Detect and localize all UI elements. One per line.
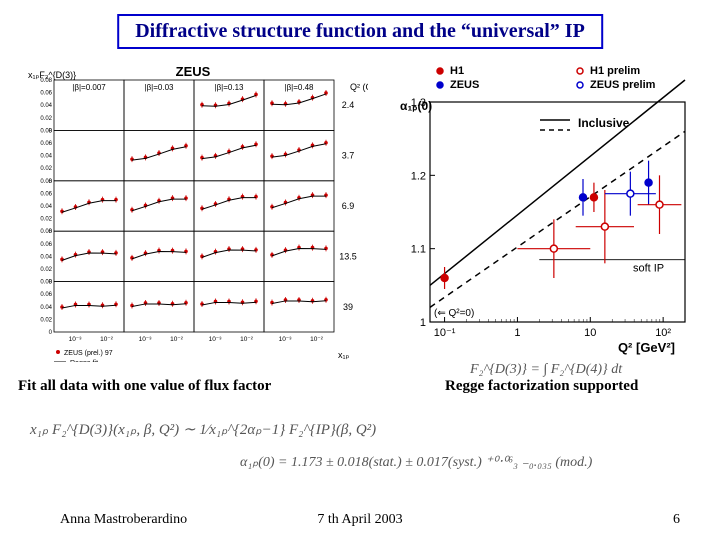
svg-text:0.04: 0.04	[40, 254, 52, 260]
equation-integral: F₂^{D(3)} = ∫ F₂^{D(4)} dt	[470, 362, 622, 378]
svg-text:0.02: 0.02	[40, 317, 52, 323]
svg-text:(⇐ Q²=0): (⇐ Q²=0)	[434, 308, 474, 319]
svg-text:0.06: 0.06	[40, 292, 52, 298]
svg-text:0.08: 0.08	[40, 128, 52, 134]
svg-text:0.02: 0.02	[40, 267, 52, 273]
svg-text:Regge fit: Regge fit	[70, 360, 98, 362]
svg-text:|β|=0.03: |β|=0.03	[145, 83, 175, 92]
svg-text:1: 1	[420, 317, 426, 329]
svg-text:|β|=0.007: |β|=0.007	[72, 83, 106, 92]
equation-alpha: α₁ₚ(0) = 1.173 ± 0.018(stat.) ± 0.017(sy…	[240, 454, 592, 471]
svg-text:0.04: 0.04	[40, 305, 52, 311]
svg-text:0: 0	[49, 330, 53, 336]
svg-text:2.4: 2.4	[342, 100, 355, 110]
svg-text:0.06: 0.06	[40, 141, 52, 147]
svg-text:0.08: 0.08	[40, 78, 52, 84]
svg-text:0.08: 0.08	[40, 280, 52, 286]
svg-text:39: 39	[343, 302, 353, 312]
footer-date: 7 th April 2003	[317, 512, 402, 528]
svg-text:10⁻²: 10⁻²	[100, 336, 114, 343]
svg-text:Q² [GeV²]: Q² [GeV²]	[618, 340, 675, 355]
svg-text:10⁻¹: 10⁻¹	[434, 327, 456, 339]
svg-text:0.08: 0.08	[40, 229, 52, 235]
svg-text:1.1: 1.1	[411, 244, 426, 256]
footer-author: Anna Mastroberardino	[60, 512, 187, 528]
svg-text:1: 1	[514, 327, 520, 339]
svg-text:H1 prelim: H1 prelim	[590, 65, 640, 77]
svg-text:10⁻²: 10⁻²	[170, 336, 184, 343]
svg-text:1.3: 1.3	[411, 97, 426, 109]
svg-text:0.04: 0.04	[40, 154, 52, 160]
slide-title: Diffractive structure function and the “…	[135, 20, 585, 42]
svg-text:Q² (GeV): Q² (GeV)	[350, 82, 368, 92]
svg-text:ZEUS: ZEUS	[176, 64, 211, 79]
svg-text:10⁻³: 10⁻³	[69, 336, 83, 343]
svg-text:x₁ₚ: x₁ₚ	[338, 350, 350, 360]
svg-text:10⁻³: 10⁻³	[139, 336, 153, 343]
left-chart: ZEUS x₁ₚF₂^{D(3)} Q² (GeV) |β|=0.007 |β|=…	[18, 62, 368, 362]
svg-text:ZEUS (prel.) 97: ZEUS (prel.) 97	[64, 350, 113, 357]
svg-text:0.02: 0.02	[40, 116, 52, 122]
svg-text:1.2: 1.2	[411, 170, 426, 182]
svg-text:6.9: 6.9	[342, 201, 355, 211]
svg-text:10²: 10²	[655, 327, 671, 339]
svg-text:0.06: 0.06	[40, 191, 52, 197]
svg-text:13.5: 13.5	[339, 251, 357, 261]
svg-text:ZEUS: ZEUS	[450, 79, 479, 91]
svg-text:x₁ₚF₂^{D(3)}: x₁ₚF₂^{D(3)}	[28, 70, 76, 80]
svg-text:|β|=0.48: |β|=0.48	[285, 83, 315, 92]
svg-text:3.7: 3.7	[342, 151, 355, 161]
svg-text:10⁻²: 10⁻²	[240, 336, 254, 343]
svg-text:0.08: 0.08	[40, 179, 52, 185]
svg-text:0.02: 0.02	[40, 217, 52, 223]
svg-text:Inclusive: Inclusive	[578, 116, 630, 130]
svg-text:|β|=0.13: |β|=0.13	[215, 83, 245, 92]
svg-text:H1: H1	[450, 65, 464, 77]
svg-text:0.06: 0.06	[40, 91, 52, 97]
caption-right: Regge factorization supported	[445, 378, 638, 395]
svg-text:ZEUS prelim: ZEUS prelim	[590, 79, 656, 91]
svg-text:0.06: 0.06	[40, 242, 52, 248]
footer-page: 6	[673, 512, 680, 528]
equation-left: x₁ₚ F₂^{D(3)}(x₁ₚ, β, Q²) ∼ 1⁄x₁ₚ^{2αₚ−1…	[30, 420, 376, 439]
caption-left: Fit all data with one value of flux fact…	[18, 378, 271, 395]
right-chart: H1H1 prelimZEUSZEUS prelim α₁ₚ(0)11.11.2…	[380, 62, 705, 362]
svg-text:soft IP: soft IP	[633, 263, 664, 275]
svg-text:0.04: 0.04	[40, 103, 52, 109]
svg-text:10⁻³: 10⁻³	[279, 336, 293, 343]
svg-text:10⁻³: 10⁻³	[209, 336, 223, 343]
svg-text:0.04: 0.04	[40, 204, 52, 210]
title-box: Diffractive structure function and the “…	[117, 14, 603, 49]
svg-text:10: 10	[584, 327, 596, 339]
svg-text:0.02: 0.02	[40, 166, 52, 172]
svg-text:10⁻²: 10⁻²	[310, 336, 324, 343]
